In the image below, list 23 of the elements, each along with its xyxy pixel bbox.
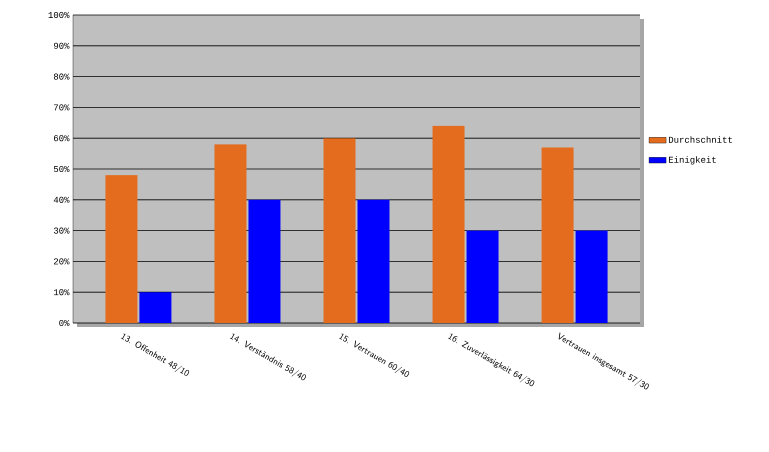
bar [542, 147, 574, 323]
y-tick-label: 70% [54, 104, 70, 110]
bar [432, 126, 465, 323]
legend-label: Durchschnitt [668, 136, 732, 143]
bar [105, 175, 138, 323]
y-tick-label: 0% [59, 320, 70, 326]
bar [214, 144, 246, 323]
y-tick-label: 40% [54, 196, 70, 203]
y-tick-label: 30% [54, 228, 70, 234]
bar [466, 230, 499, 323]
y-tick-label: 90% [54, 42, 70, 49]
bar [248, 200, 280, 323]
y-tick-label: 80% [54, 74, 70, 80]
y-tick-label: 50% [54, 166, 70, 172]
legend-label: Einigkeit [668, 156, 716, 165]
y-tick-label: 60% [54, 135, 70, 142]
bar [139, 292, 172, 323]
bar [358, 200, 390, 323]
y-tick-label: 20% [54, 258, 70, 264]
bar [576, 230, 608, 323]
bar [324, 138, 356, 323]
y-tick-label: 100% [48, 12, 70, 18]
y-tick-label: 10% [54, 289, 70, 296]
